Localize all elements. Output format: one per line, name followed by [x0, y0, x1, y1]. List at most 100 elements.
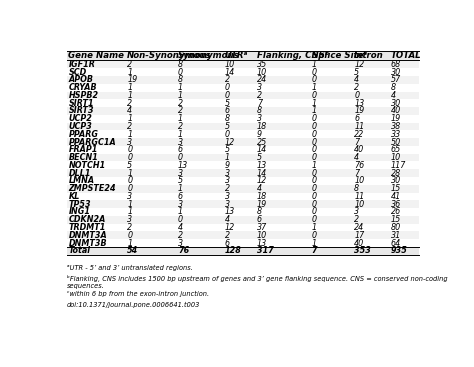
Text: 0: 0	[354, 91, 359, 100]
Text: 5: 5	[354, 68, 359, 77]
Text: 353: 353	[354, 246, 371, 255]
Text: 14: 14	[225, 68, 235, 77]
Text: 7: 7	[257, 99, 262, 108]
Text: 2: 2	[127, 223, 132, 232]
Text: UTRᵃ: UTRᵃ	[225, 51, 248, 60]
Text: 8: 8	[178, 75, 183, 84]
Text: 7: 7	[354, 168, 359, 178]
Bar	[66, 239, 419, 247]
Text: 2: 2	[127, 99, 132, 108]
Text: 26: 26	[391, 207, 401, 217]
Text: TP53: TP53	[68, 200, 91, 209]
Text: 0: 0	[225, 83, 229, 92]
Text: ZMPSTE24: ZMPSTE24	[68, 184, 116, 193]
Bar	[66, 193, 419, 200]
Text: 0: 0	[311, 68, 317, 77]
Text: 57: 57	[391, 75, 401, 84]
Bar	[66, 68, 419, 76]
Bar	[66, 76, 419, 84]
Text: 8: 8	[391, 83, 396, 92]
Text: 8: 8	[257, 106, 262, 116]
Text: 4: 4	[225, 215, 229, 224]
Text: 31: 31	[391, 231, 401, 240]
Text: ᶜwithin 6 bp from the exon-intron junction.: ᶜwithin 6 bp from the exon-intron juncti…	[66, 291, 209, 297]
Bar	[66, 169, 419, 177]
Text: 0: 0	[311, 145, 317, 154]
Text: 5: 5	[225, 145, 229, 154]
Text: 8: 8	[225, 114, 229, 123]
Text: 25: 25	[257, 138, 267, 146]
Text: 40: 40	[354, 239, 365, 248]
Text: 1: 1	[127, 168, 132, 178]
Text: Total: Total	[68, 246, 91, 255]
Bar	[66, 146, 419, 154]
Text: 13: 13	[354, 99, 365, 108]
Text: ᵇFlanking, CNS includes 1500 bp upstream of genes and 3’ gene flanking sequence.: ᵇFlanking, CNS includes 1500 bp upstream…	[66, 275, 447, 289]
Bar	[66, 177, 419, 185]
Text: 1: 1	[178, 130, 183, 139]
Text: SCD: SCD	[68, 68, 87, 77]
Text: 2: 2	[178, 106, 183, 116]
Text: 15: 15	[391, 215, 401, 224]
Text: 24: 24	[257, 75, 267, 84]
Text: BECN1: BECN1	[68, 153, 98, 162]
Text: 64: 64	[391, 239, 401, 248]
Bar	[66, 99, 419, 107]
Text: 80: 80	[391, 223, 401, 232]
Bar	[66, 51, 419, 61]
Text: 0: 0	[311, 130, 317, 139]
Text: 0: 0	[127, 231, 132, 240]
Text: 3: 3	[225, 168, 229, 178]
Text: 1: 1	[178, 114, 183, 123]
Text: 3: 3	[225, 177, 229, 185]
Text: 3: 3	[178, 200, 183, 209]
Text: DLL1: DLL1	[68, 168, 91, 178]
Text: 1: 1	[178, 91, 183, 100]
Text: 40: 40	[391, 106, 401, 116]
Text: Splice Siteᶜ: Splice Siteᶜ	[311, 51, 367, 60]
Text: UCP2: UCP2	[68, 114, 92, 123]
Text: 0: 0	[311, 114, 317, 123]
Text: 317: 317	[257, 246, 274, 255]
Text: 6: 6	[178, 192, 183, 201]
Text: 3: 3	[178, 138, 183, 146]
Text: SIRT1: SIRT1	[68, 99, 94, 108]
Text: 10: 10	[225, 60, 235, 69]
Text: 13: 13	[257, 239, 267, 248]
Bar	[66, 154, 419, 161]
Text: TRDMT1: TRDMT1	[68, 223, 106, 232]
Text: 0: 0	[311, 177, 317, 185]
Text: 10: 10	[391, 153, 401, 162]
Text: 2: 2	[354, 215, 359, 224]
Text: 4: 4	[178, 223, 183, 232]
Text: 30: 30	[391, 177, 401, 185]
Text: 76: 76	[354, 161, 365, 170]
Text: 1: 1	[127, 91, 132, 100]
Text: 3: 3	[127, 192, 132, 201]
Text: 2: 2	[178, 122, 183, 131]
Text: 1: 1	[311, 60, 317, 69]
Text: 3: 3	[178, 239, 183, 248]
Text: PPARGC1A: PPARGC1A	[68, 138, 116, 146]
Text: 1: 1	[178, 207, 183, 217]
Text: 0: 0	[127, 184, 132, 193]
Text: 1: 1	[311, 83, 317, 92]
Text: 0: 0	[311, 184, 317, 193]
Text: 0: 0	[311, 168, 317, 178]
Text: 3: 3	[225, 192, 229, 201]
Text: 54: 54	[127, 246, 138, 255]
Text: 13: 13	[178, 161, 188, 170]
Text: 10: 10	[257, 231, 267, 240]
Text: 14: 14	[257, 168, 267, 178]
Text: 3: 3	[178, 168, 183, 178]
Text: 35: 35	[257, 60, 267, 69]
Text: 24: 24	[354, 223, 365, 232]
Text: 0: 0	[311, 207, 317, 217]
Text: 0: 0	[311, 138, 317, 146]
Text: 33: 33	[391, 130, 401, 139]
Text: Synonymous: Synonymous	[178, 51, 240, 60]
Text: Non-Synonymous: Non-Synonymous	[127, 51, 212, 60]
Text: 50: 50	[391, 138, 401, 146]
Text: 37: 37	[257, 223, 267, 232]
Bar	[66, 84, 419, 91]
